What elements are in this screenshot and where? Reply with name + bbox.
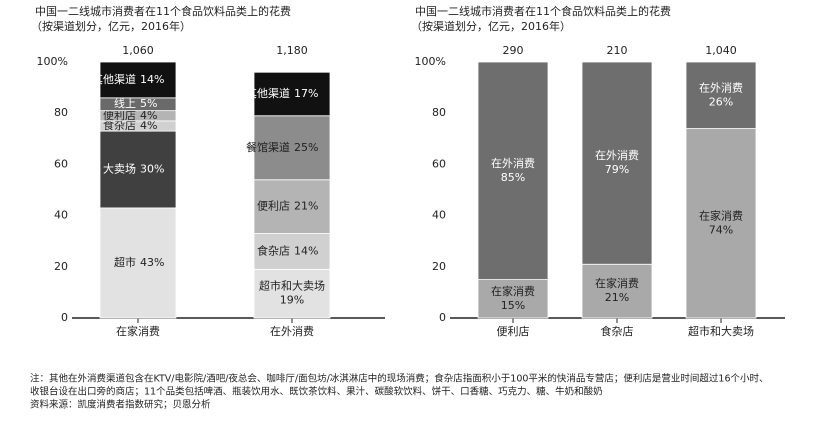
x-tick-label: 食杂店 xyxy=(601,324,634,338)
data-label: 74% xyxy=(709,223,733,236)
bar-segment xyxy=(477,61,549,281)
data-label: 5% xyxy=(140,97,157,110)
legend-label: 其他渠道 xyxy=(246,86,290,100)
data-label: 43% xyxy=(140,256,164,269)
data-label: 19% xyxy=(280,294,304,307)
y-tick-label: 100% xyxy=(37,55,68,68)
footnote: 收银台设在出口旁的商店；11个品类包括啤酒、瓶装饮用水、既饮茶饮料、果汁、碳酸软… xyxy=(30,386,603,398)
data-label: 15% xyxy=(501,299,525,312)
bar-segment xyxy=(253,233,331,270)
bar-segment xyxy=(685,128,757,319)
total-label: 290 xyxy=(503,44,524,57)
total-label: 1,060 xyxy=(122,44,154,57)
y-tick-label: 100% xyxy=(415,55,446,68)
bar-segment xyxy=(99,130,177,209)
data-label: 4% xyxy=(140,119,157,132)
bar-segment xyxy=(253,71,331,117)
y-tick-label: 60 xyxy=(54,157,68,170)
source: 资料来源：凯度消费者指数研究；贝恩分析 xyxy=(30,399,211,411)
x-tick-label: 在外消费 xyxy=(270,324,314,338)
y-tick-label: 60 xyxy=(432,157,446,170)
bar-segment xyxy=(99,61,177,99)
data-label: 21% xyxy=(605,291,629,304)
chart-subtitle: （按渠道划分，亿元，2016年） xyxy=(411,19,571,33)
data-label: 26% xyxy=(709,95,733,108)
x-tick-label: 在家消费 xyxy=(116,324,160,338)
data-label: 21% xyxy=(294,200,318,213)
chart-title: 中国一二线城市消费者在11个食品饮料品类上的花费 xyxy=(415,4,671,18)
data-label: 17% xyxy=(294,87,318,100)
bar-segment xyxy=(99,97,177,112)
legend-label: 在外消费 xyxy=(699,80,743,94)
y-tick-label: 40 xyxy=(54,209,68,222)
legend-label: 其他渠道 xyxy=(92,72,136,86)
y-tick-label: 0 xyxy=(439,311,446,324)
legend-label: 超市 xyxy=(114,255,136,269)
data-label: 79% xyxy=(605,163,629,176)
y-tick-label: 0 xyxy=(61,311,68,324)
data-label: 14% xyxy=(140,73,164,86)
bar-segment xyxy=(685,61,757,129)
legend-label: 在外消费 xyxy=(491,156,535,170)
legend-label: 在家消费 xyxy=(491,284,535,298)
y-tick-label: 80 xyxy=(54,106,68,119)
data-label: 25% xyxy=(294,141,318,154)
legend-label: 在家消费 xyxy=(699,208,743,222)
bar-segment xyxy=(581,263,653,319)
bar-segment xyxy=(581,61,653,265)
legend-label: 便利店 xyxy=(257,199,290,213)
data-label: 14% xyxy=(294,244,318,257)
legend-label: 便利店 xyxy=(103,108,136,122)
total-label: 210 xyxy=(607,44,628,57)
bar-segment xyxy=(253,268,331,319)
legend-label: 餐馆渠道 xyxy=(246,140,290,154)
legend-label: 食杂店 xyxy=(257,243,290,257)
bar-segment xyxy=(477,279,549,319)
legend-label: 超市和大卖场 xyxy=(259,279,325,293)
legend-label: 在家消费 xyxy=(595,276,639,290)
y-tick-label: 20 xyxy=(54,260,68,273)
total-label: 1,180 xyxy=(276,44,308,57)
chart-subtitle: （按渠道划分，亿元，2016年） xyxy=(31,19,191,33)
legend-label: 线上 xyxy=(114,96,136,110)
x-tick-label: 便利店 xyxy=(497,324,530,338)
y-tick-label: 40 xyxy=(432,209,446,222)
data-label: 30% xyxy=(140,163,164,176)
legend-label: 食杂店 xyxy=(103,118,136,132)
y-tick-label: 80 xyxy=(432,106,446,119)
footnote: 注：其他在外消费渠道包含在KTV/电影院/酒吧/夜总会、咖啡厅/面包坊/冰淇淋店… xyxy=(30,373,769,385)
data-label: 85% xyxy=(501,171,525,184)
chart-title: 中国一二线城市消费者在11个食品饮料品类上的花费 xyxy=(35,4,291,18)
legend-label: 在外消费 xyxy=(595,148,639,162)
total-label: 1,040 xyxy=(705,44,737,57)
data-label: 4% xyxy=(140,109,157,122)
y-tick-label: 20 xyxy=(432,260,446,273)
x-tick-label: 超市和大卖场 xyxy=(688,324,754,338)
bar-segment xyxy=(253,179,331,234)
legend-label: 大卖场 xyxy=(103,162,136,176)
bar-segment xyxy=(253,115,331,181)
bar-segment xyxy=(99,207,177,319)
